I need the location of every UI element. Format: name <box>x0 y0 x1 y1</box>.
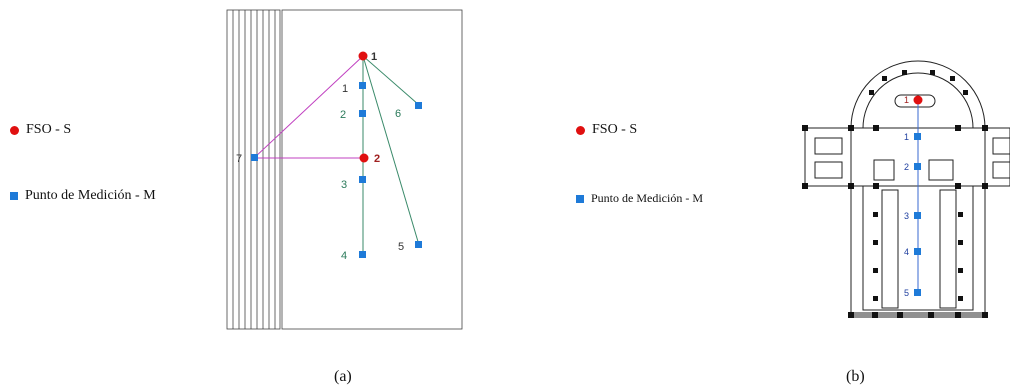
red-circle-icon <box>576 125 585 135</box>
legend-source-b: FSO - S <box>576 122 637 138</box>
point-b-3-label: 3 <box>904 211 909 221</box>
caption-a: (a) <box>334 368 352 385</box>
point-a-7-label: 7 <box>236 153 242 165</box>
point-a-4 <box>359 251 366 258</box>
red-circle-icon <box>10 125 19 135</box>
source-a-1-label: 1 <box>371 51 377 63</box>
source-a-1 <box>358 51 368 61</box>
point-b-1-label: 1 <box>904 132 909 142</box>
point-b-4 <box>914 248 921 255</box>
point-a-7 <box>251 154 258 161</box>
legend-source-label: FSO - S <box>592 122 638 137</box>
point-a-5 <box>415 241 422 248</box>
point-a-6-label: 6 <box>395 108 401 120</box>
source-a-2 <box>359 153 369 163</box>
point-b-2-label: 2 <box>904 162 909 172</box>
point-b-5-label: 5 <box>904 288 909 298</box>
source-a-2-label: 2 <box>374 153 380 165</box>
legend-source-a: FSO - S <box>10 122 71 138</box>
pillars <box>802 70 988 318</box>
point-a-3 <box>359 176 366 183</box>
point-b-5 <box>914 289 921 296</box>
room-outline <box>281 9 463 330</box>
point-a-1-label: 1 <box>342 83 348 95</box>
caption-b: (b) <box>846 368 865 385</box>
point-a-4-label: 4 <box>341 250 347 262</box>
connection-lines <box>253 55 420 256</box>
point-b-2 <box>914 163 921 170</box>
point-a-1 <box>359 82 366 89</box>
point-b-1 <box>914 133 921 140</box>
legend-measure-a: Punto de Medición - M <box>10 188 156 204</box>
blue-square-icon <box>576 194 584 203</box>
source-b-1-label: 1 <box>904 95 909 105</box>
legend-measure-label: Punto de Medición - M <box>591 191 703 205</box>
point-b-3 <box>914 212 921 219</box>
point-a-6 <box>415 102 422 109</box>
legend-measure-b: Punto de Medición - M <box>576 191 703 206</box>
legend-measure-label: Punto de Medición - M <box>25 188 156 203</box>
legend-source-label: FSO - S <box>26 122 72 137</box>
point-a-3-label: 3 <box>341 179 347 191</box>
blue-square-icon <box>10 192 18 200</box>
point-a-2-label: 2 <box>340 109 346 121</box>
source-b-1 <box>913 95 923 105</box>
striped-wall <box>226 9 281 330</box>
point-b-4-label: 4 <box>904 247 909 257</box>
point-a-5-label: 5 <box>398 241 404 253</box>
point-a-2 <box>359 110 366 117</box>
